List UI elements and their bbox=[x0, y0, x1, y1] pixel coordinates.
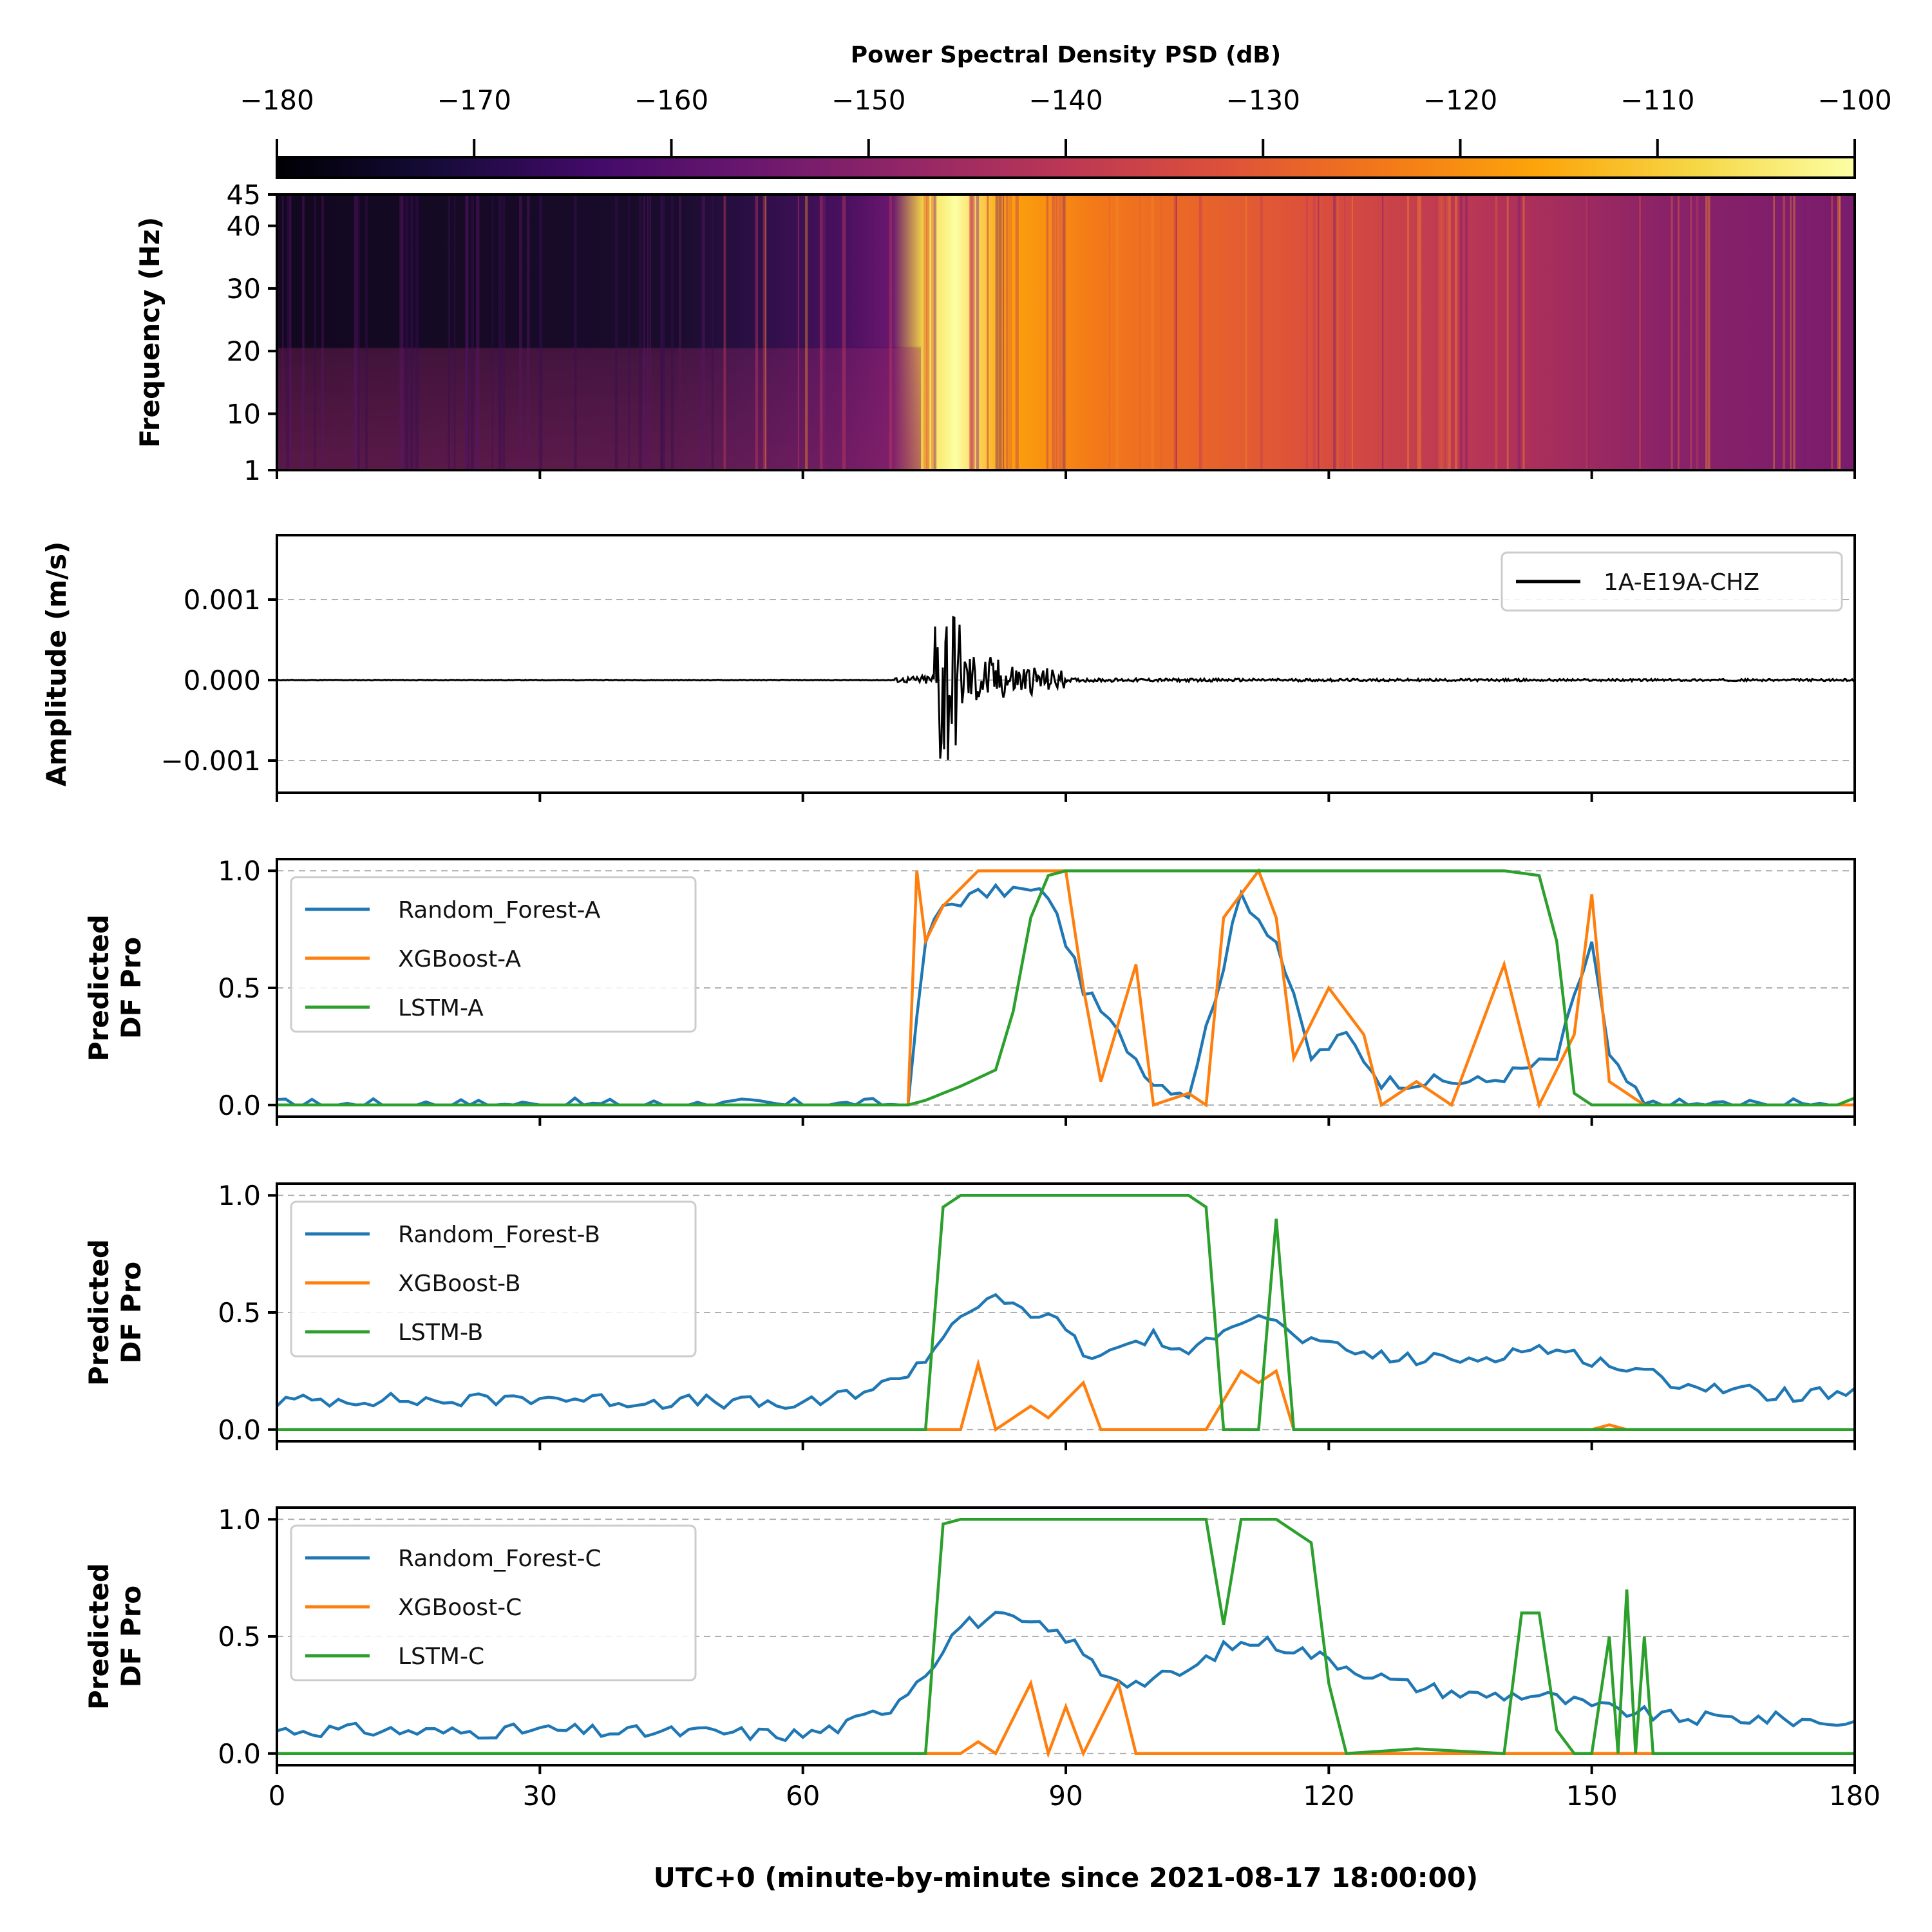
legend-entry: LSTM-A bbox=[398, 995, 484, 1021]
y-tick-label: 0.5 bbox=[218, 1297, 261, 1329]
prob-ylabel-line1: Predicted bbox=[83, 1563, 115, 1710]
legend-box bbox=[290, 1200, 697, 1358]
y-tick-label: 1.0 bbox=[218, 1180, 261, 1211]
series-line-random_forest-c bbox=[276, 1611, 1855, 1743]
waveform-legend: 1A-E19A-CHZ bbox=[1501, 551, 1843, 612]
x-axis-label: UTC+0 (minute-by-minute since 2021-08-17… bbox=[654, 1862, 1479, 1893]
series-line-random_forest-b bbox=[276, 1293, 1856, 1410]
x-tick-label: 0 bbox=[269, 1780, 286, 1812]
prob-ylabel-line1: Predicted bbox=[83, 1239, 115, 1386]
legend-entry: LSTM-B bbox=[398, 1320, 483, 1346]
colorbar-label: Power Spectral Density PSD (dB) bbox=[851, 42, 1281, 68]
y-tick-label: 0.0 bbox=[218, 1738, 261, 1770]
y-tick-label: 1.0 bbox=[218, 855, 261, 887]
series-line-lstm-a bbox=[277, 869, 1855, 1107]
spectrogram-ylabel: Frequency (Hz) bbox=[134, 217, 166, 448]
legend-entry: LSTM-C bbox=[398, 1643, 484, 1670]
spectrogram-lowfreq-band bbox=[277, 194, 921, 470]
series-line-lstm-b bbox=[277, 1193, 1855, 1432]
prob-ylabel-line2: DF Pro bbox=[115, 1262, 147, 1364]
colorbar-tick-label: −140 bbox=[1028, 84, 1103, 116]
legend-entry: Random_Forest-B bbox=[398, 1222, 600, 1248]
colorbar: Power Spectral Density PSD (dB) −180 −170… bbox=[240, 42, 1892, 179]
waveform-ylabel: Amplitude (m/s) bbox=[41, 542, 72, 787]
prob-panel-3: 0.0 0.5 1.0 0 30 60 90 120 150 180 Predicted DF Pro… bbox=[83, 1504, 1880, 1812]
y-tick-label: 0.001 bbox=[184, 584, 261, 616]
y-tick-label: 1 bbox=[243, 455, 261, 486]
waveform-yticks: −0.001 0.000 0.001 bbox=[161, 584, 277, 777]
colorbar-tick-label: −160 bbox=[634, 84, 708, 116]
series-line-lstm-c bbox=[277, 1517, 1855, 1756]
prob-panel-1: 0.0 0.5 1.0 Predicted DF Pro Random_Forest-A X… bbox=[83, 855, 1856, 1126]
y-tick-label: 45 bbox=[227, 179, 261, 211]
colorbar-tick-label: −150 bbox=[831, 84, 905, 116]
y-tick-label: 0.5 bbox=[218, 972, 261, 1004]
y-tick-label: 30 bbox=[227, 273, 261, 305]
y-tick-label: 1.0 bbox=[218, 1504, 261, 1535]
colorbar-gradient bbox=[276, 156, 1856, 179]
x-tick-label: 90 bbox=[1048, 1780, 1083, 1812]
x-tick-label: 60 bbox=[786, 1780, 820, 1812]
colorbar-tick-label: −180 bbox=[240, 84, 314, 116]
legend-entry-station: 1A-E19A-CHZ bbox=[1604, 569, 1759, 596]
legend-entry: Random_Forest-C bbox=[398, 1546, 601, 1572]
legend-entry: Random_Forest-A bbox=[398, 897, 601, 923]
y-tick-label: 40 bbox=[227, 211, 261, 242]
legend-entry: XGBoost-C bbox=[398, 1595, 522, 1621]
x-tick-label: 120 bbox=[1303, 1780, 1354, 1812]
waveform-xticks bbox=[276, 793, 1856, 802]
x-tick-label: 150 bbox=[1566, 1780, 1618, 1812]
colorbar-ticks: −180 −170 −160 −150 −140 −130 −120 −110 −100 bbox=[240, 84, 1892, 157]
legend-entry: XGBoost-A bbox=[398, 946, 521, 972]
colorbar-tick-label: −120 bbox=[1423, 84, 1497, 116]
y-tick-label: 0.0 bbox=[218, 1414, 261, 1446]
y-tick-label: 0.5 bbox=[218, 1621, 261, 1653]
x-tick-label: 30 bbox=[523, 1780, 557, 1812]
prob-ylabel-line2: DF Pro bbox=[115, 1586, 147, 1688]
colorbar-tick-label: −100 bbox=[1817, 84, 1891, 116]
prob-ylabel-line2: DF Pro bbox=[115, 937, 147, 1039]
prob-panel-2: 0.0 0.5 1.0 Predicted DF Pro Random_Forest-B X… bbox=[83, 1180, 1856, 1450]
colorbar-tick-label: −170 bbox=[437, 84, 511, 116]
legend-entry: XGBoost-B bbox=[398, 1271, 521, 1297]
legend-box bbox=[290, 1524, 697, 1681]
waveform-line bbox=[276, 616, 1856, 760]
y-tick-label: 0.0 bbox=[218, 1090, 261, 1121]
prob-legend: Random_Forest-B XGBoost-B LSTM-B bbox=[290, 1200, 697, 1358]
prob-ylabel-line1: Predicted bbox=[83, 914, 115, 1061]
prob-legend: Random_Forest-C XGBoost-C LSTM-C bbox=[290, 1524, 697, 1681]
waveform-panel: −0.001 0.000 0.001 Amplitude (m/s) 1A-E19A… bbox=[41, 534, 1856, 802]
legend-box bbox=[290, 876, 697, 1033]
spectrogram-xticks bbox=[276, 470, 1856, 479]
colorbar-tick-label: −110 bbox=[1620, 84, 1694, 116]
y-tick-label: 20 bbox=[227, 336, 261, 367]
x-tick-label: 180 bbox=[1829, 1780, 1880, 1812]
colorbar-tick-label: −130 bbox=[1226, 84, 1300, 116]
y-tick-label: −0.001 bbox=[161, 745, 261, 777]
prob-legend: Random_Forest-A XGBoost-A LSTM-A bbox=[290, 876, 697, 1033]
y-tick-label: 10 bbox=[227, 398, 261, 430]
y-tick-label: 0.000 bbox=[184, 665, 261, 696]
